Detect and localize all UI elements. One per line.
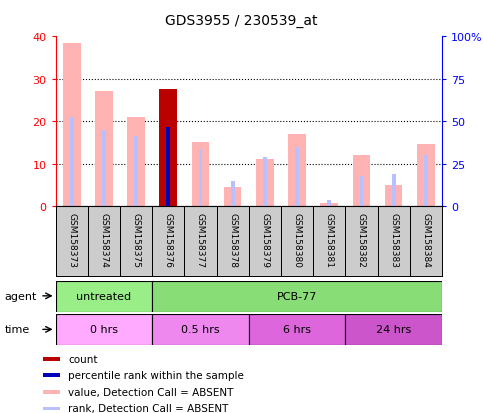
Bar [249,314,345,345]
Bar [249,206,281,277]
Bar [353,156,370,206]
Text: rank, Detection Call = ABSENT: rank, Detection Call = ABSENT [69,404,229,413]
Bar [95,92,113,206]
Text: agent: agent [5,291,37,301]
Bar [359,177,363,206]
Bar [231,181,235,206]
Text: untreated: untreated [76,291,131,301]
Bar [152,281,442,312]
Bar [385,185,402,206]
Text: GSM158376: GSM158376 [164,212,173,267]
Bar [392,175,396,206]
Text: count: count [69,354,98,364]
Text: GSM158374: GSM158374 [99,212,108,267]
Text: GSM158381: GSM158381 [325,212,334,267]
Text: GSM158373: GSM158373 [67,212,76,267]
Bar [281,206,313,277]
Bar [56,206,88,277]
Text: time: time [5,325,30,335]
Bar [288,135,306,206]
Bar [378,206,410,277]
Bar [120,206,152,277]
Text: GSM158375: GSM158375 [131,212,141,267]
Bar [263,158,267,206]
Text: GSM158378: GSM158378 [228,212,237,267]
Bar [102,131,106,206]
Text: value, Detection Call = ABSENT: value, Detection Call = ABSENT [69,387,234,397]
Text: GSM158379: GSM158379 [260,212,270,267]
Text: 6 hrs: 6 hrs [283,324,311,335]
Bar [199,150,202,206]
Bar [320,203,338,206]
Bar [417,145,435,206]
Bar [56,314,152,345]
Bar [295,147,299,206]
Bar [327,200,331,206]
Bar [70,118,73,206]
Bar [63,43,81,206]
Bar [224,188,242,206]
Bar [256,160,274,206]
Bar [185,206,216,277]
Bar [159,90,177,206]
Text: GSM158384: GSM158384 [421,212,430,267]
Bar [43,373,60,377]
Bar [134,137,138,206]
Bar [43,406,60,410]
Text: GSM158380: GSM158380 [293,212,301,267]
Text: GSM158383: GSM158383 [389,212,398,267]
Text: PCB-77: PCB-77 [277,291,317,301]
Text: GSM158382: GSM158382 [357,212,366,267]
Bar [43,390,60,394]
Bar [88,206,120,277]
Bar [345,206,378,277]
Bar [127,118,145,206]
Text: 0 hrs: 0 hrs [90,324,118,335]
Bar [166,128,170,206]
Text: 24 hrs: 24 hrs [376,324,411,335]
Bar [192,143,209,206]
Bar [152,206,185,277]
Bar [345,314,442,345]
Bar [43,357,60,361]
Bar [56,281,152,312]
Text: 0.5 hrs: 0.5 hrs [181,324,220,335]
Text: percentile rank within the sample: percentile rank within the sample [69,370,244,380]
Bar [313,206,345,277]
Bar [152,314,249,345]
Bar [216,206,249,277]
Text: GDS3955 / 230539_at: GDS3955 / 230539_at [165,14,318,28]
Text: GSM158377: GSM158377 [196,212,205,267]
Bar [424,156,428,206]
Bar [410,206,442,277]
